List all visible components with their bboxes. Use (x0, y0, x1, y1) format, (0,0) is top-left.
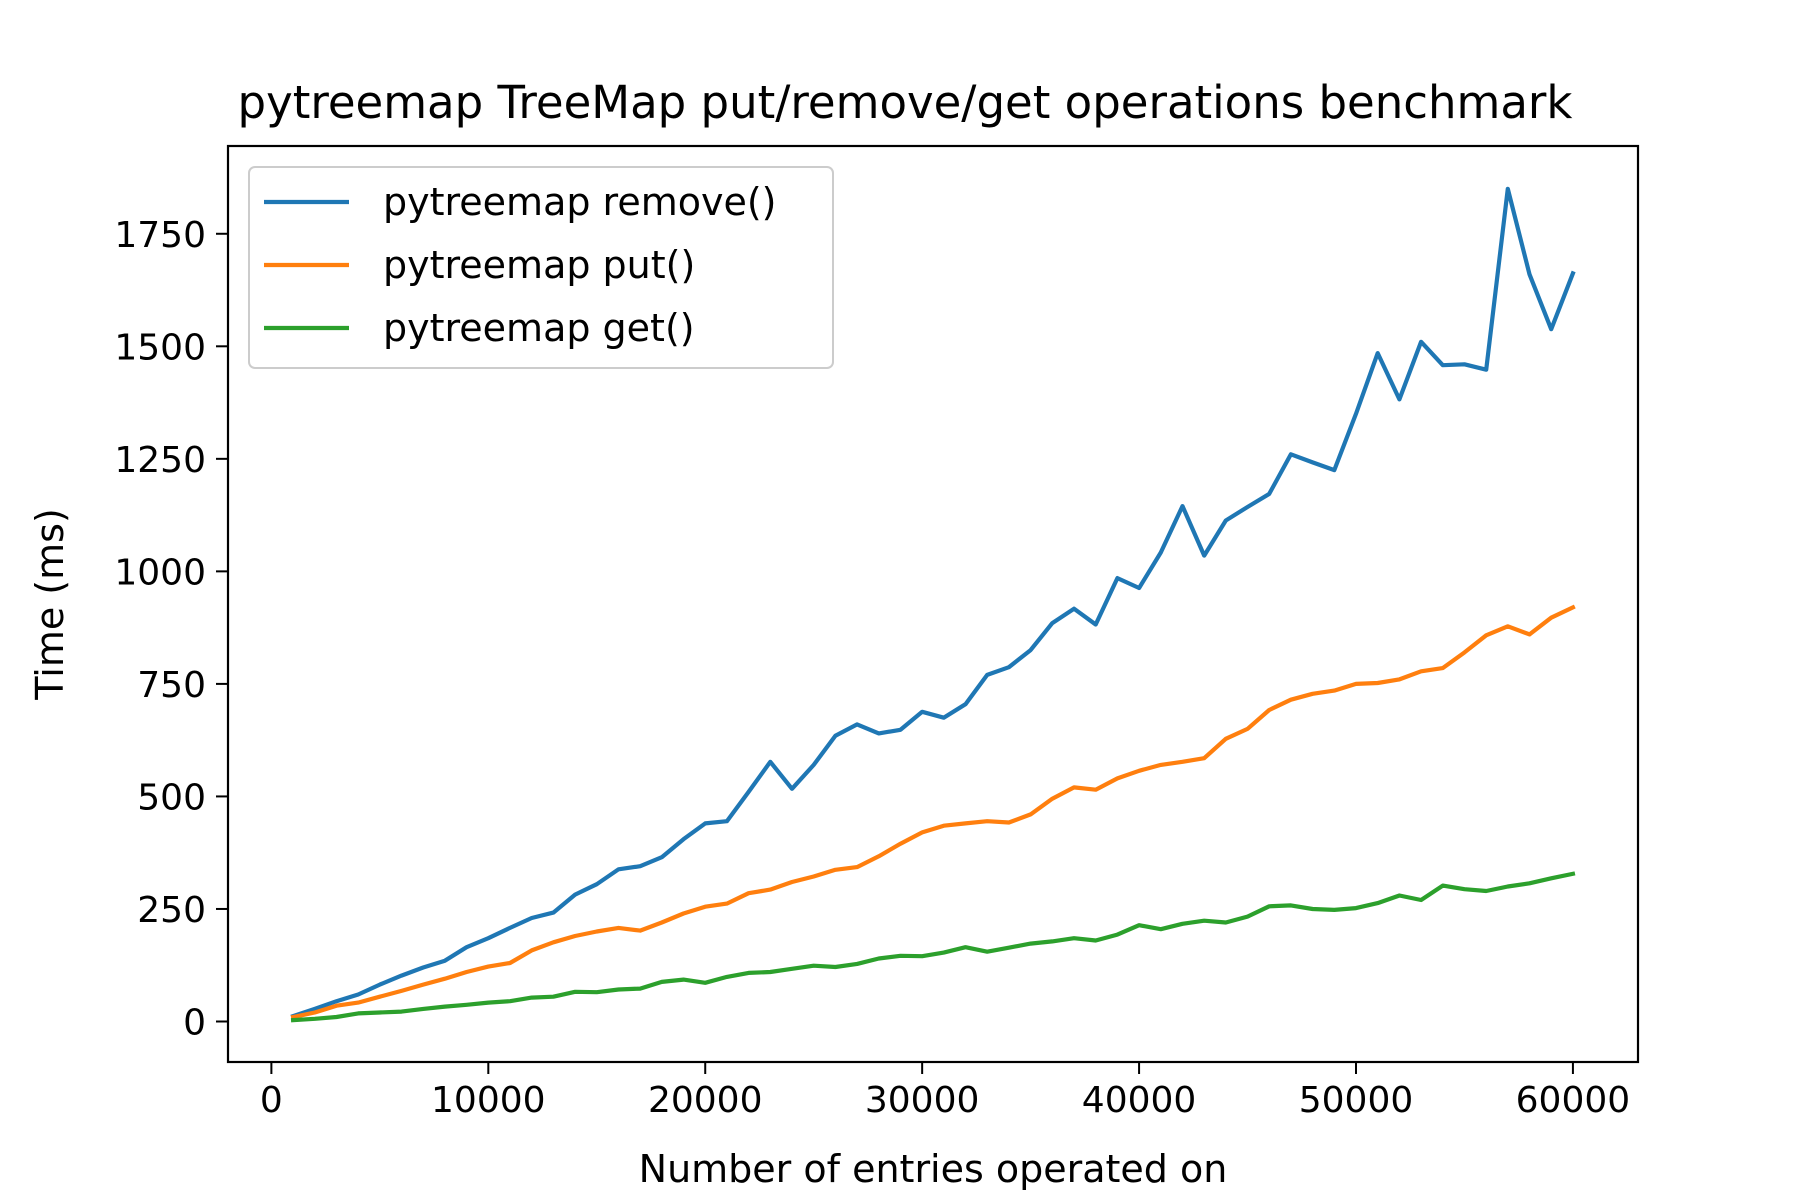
y-tick-label: 1000 (114, 552, 206, 593)
plot-frame (226, 144, 1640, 1064)
plot-area (290, 186, 1576, 1023)
x-tick-label: 0 (260, 1080, 283, 1121)
y-tick-label: 500 (137, 777, 206, 818)
y-tick-label: 1500 (114, 327, 206, 368)
y-tick-label: 250 (137, 890, 206, 931)
y-axis: 0 250 500 750 1000 1250 1500 1750 (114, 215, 228, 1043)
x-tick-label: 60000 (1516, 1080, 1631, 1121)
y-tick-label: 750 (137, 665, 206, 706)
y-tick-label: 1750 (114, 215, 206, 256)
legend-frame (248, 166, 834, 369)
chart-title: pytreemap TreeMap put/remove/get operati… (238, 76, 1573, 129)
x-tick-label: 40000 (1082, 1080, 1197, 1121)
y-tick-label: 0 (183, 1002, 206, 1043)
y-tick-label: 1250 (114, 440, 206, 481)
series-line-2 (290, 604, 1576, 1020)
x-tick-label: 10000 (431, 1080, 546, 1121)
x-tick-label: 20000 (648, 1080, 763, 1121)
x-tick-label: 50000 (1299, 1080, 1414, 1121)
legend: pytreemap remove() pytreemap put() pytreem… (248, 166, 834, 369)
legend-label: pytreemap remove() (383, 180, 777, 224)
x-axis-label: Number of entries operated on (639, 1147, 1228, 1191)
series-line-1 (290, 186, 1576, 1019)
y-axis-label: Time (ms) (28, 508, 72, 701)
x-tick-label: 30000 (865, 1080, 980, 1121)
x-axis: 0 10000 20000 30000 40000 50000 60000 (260, 1062, 1630, 1121)
legend-label: pytreemap put() (383, 243, 695, 287)
legend-label: pytreemap get() (383, 306, 695, 350)
series-line-3 (290, 871, 1576, 1023)
